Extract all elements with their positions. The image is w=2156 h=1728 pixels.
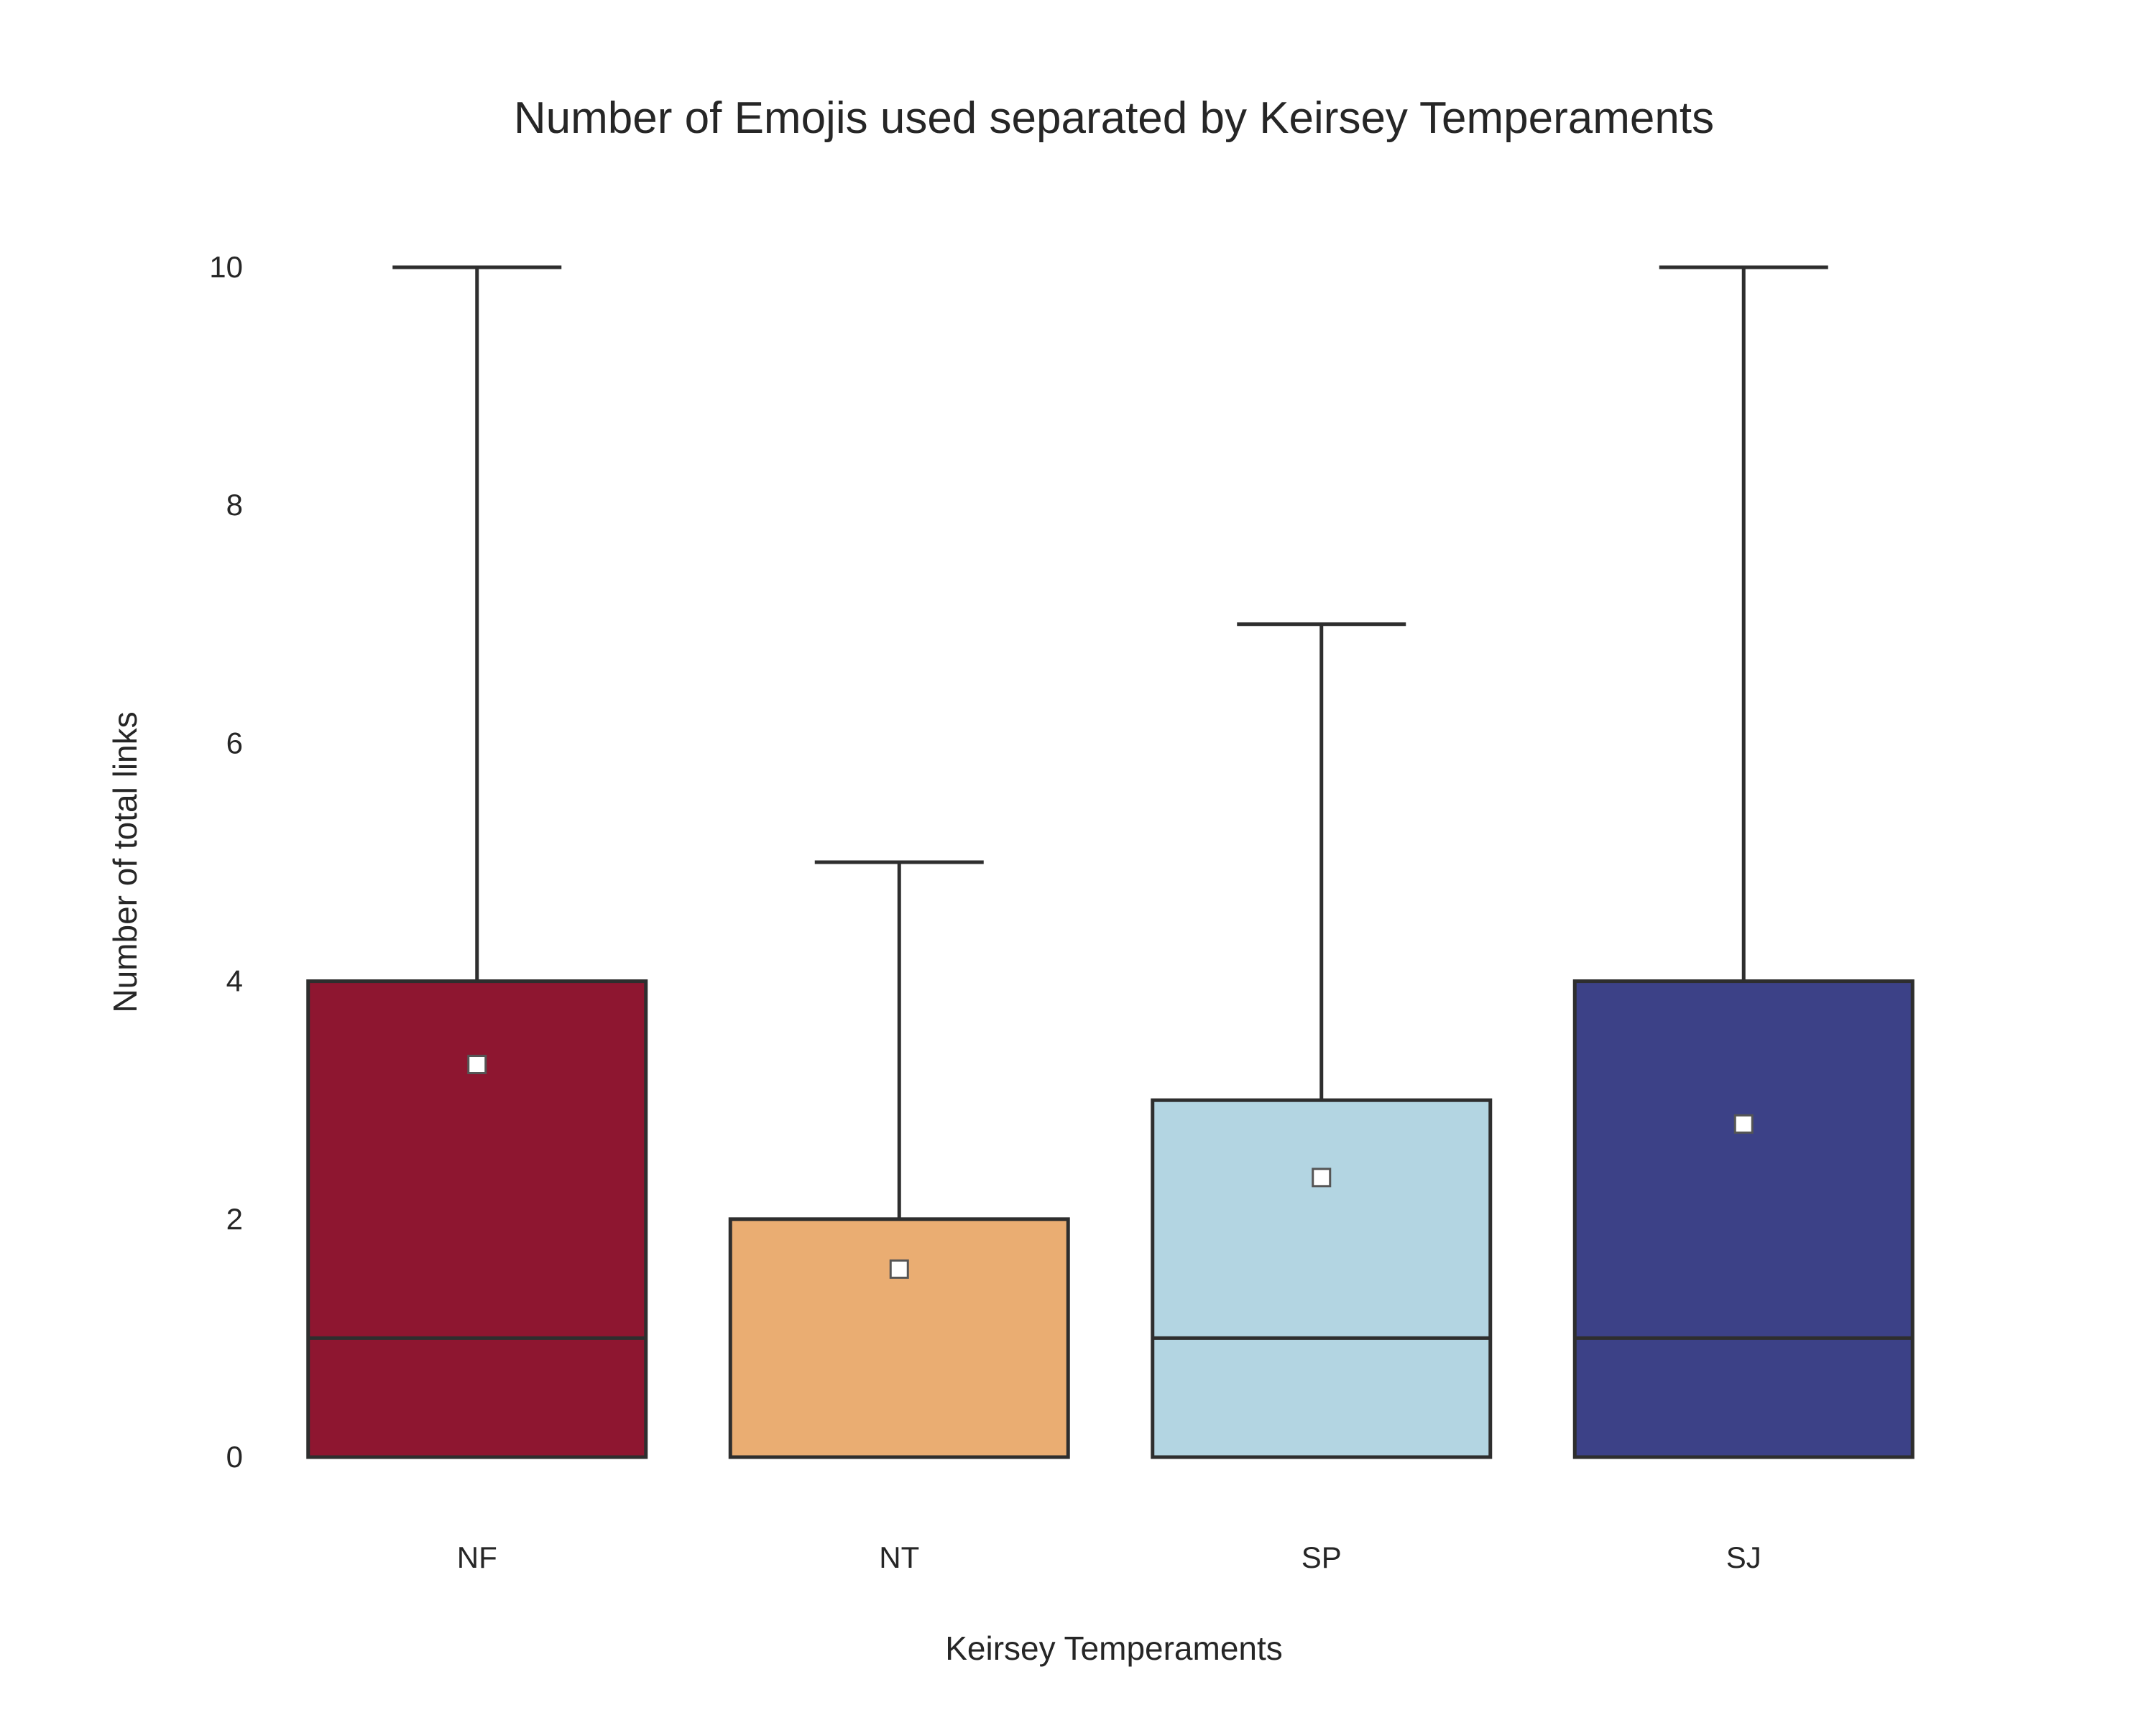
box-body: [1151, 1098, 1493, 1459]
box-sj: [1572, 265, 1915, 1459]
y-tick-label: 6: [226, 726, 243, 759]
x-tick-label: SJ: [1726, 1540, 1761, 1574]
x-axis-label: Keirsey Temperaments: [945, 1630, 1283, 1667]
x-tick-label: NF: [457, 1540, 497, 1574]
box-sp: [1151, 622, 1493, 1459]
box-nt: [728, 860, 1070, 1459]
chart-title: Number of Emojis used separated by Keirs…: [514, 93, 1714, 143]
box-group: [306, 265, 1915, 1459]
x-tick-label: NT: [879, 1540, 919, 1574]
y-axis-label: Number of total links: [106, 711, 144, 1012]
y-tick-label: 2: [226, 1202, 243, 1236]
mean-marker: [889, 1259, 909, 1279]
x-tick-group: NF NT SP SJ: [457, 1540, 1761, 1574]
mean-marker: [467, 1055, 487, 1075]
y-tick-group: 0 2 4 6 8 10: [209, 250, 243, 1474]
y-tick-label: 4: [226, 964, 243, 998]
box-body: [1572, 979, 1915, 1459]
box-nf: [306, 265, 648, 1459]
y-tick-label: 0: [226, 1440, 243, 1474]
x-tick-label: SP: [1302, 1540, 1342, 1574]
box-body: [306, 979, 648, 1459]
box-body: [728, 1217, 1070, 1459]
mean-marker: [1733, 1114, 1754, 1134]
mean-marker: [1312, 1168, 1332, 1188]
y-tick-label: 10: [209, 250, 243, 284]
y-tick-label: 8: [226, 488, 243, 522]
